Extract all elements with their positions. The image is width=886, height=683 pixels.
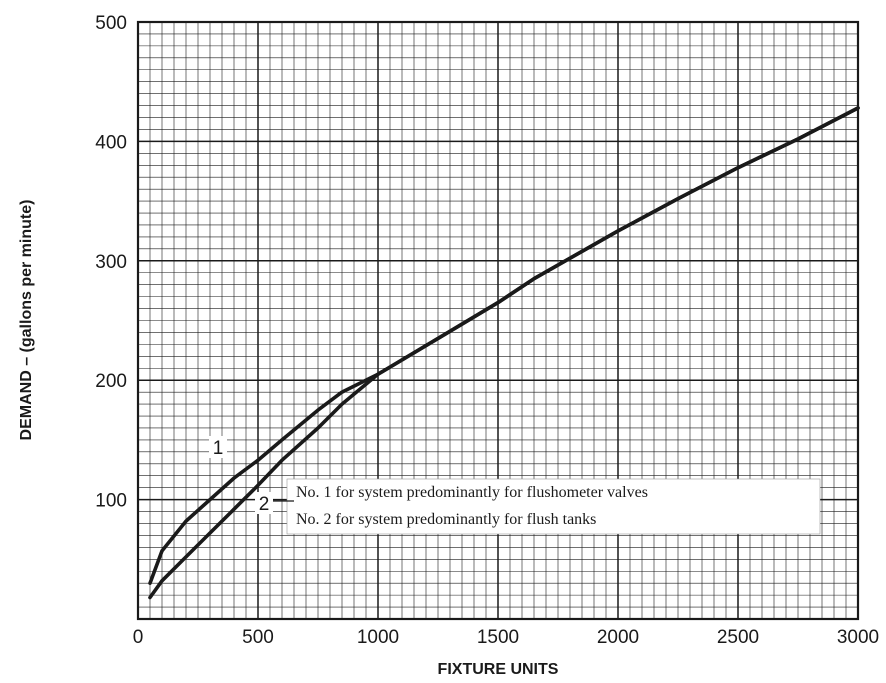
- y-tick-label: 500: [95, 13, 127, 34]
- curve-label-2: 2: [259, 494, 270, 515]
- series-line-2: [148, 106, 860, 600]
- curve-label-1-background: [209, 436, 227, 458]
- series-lines: [148, 106, 860, 600]
- legend: No. 1 for system predominantly for flush…: [272, 478, 821, 535]
- y-tick-label: 200: [95, 371, 127, 392]
- legend-box: [286, 478, 821, 535]
- x-tick-label: 2000: [597, 627, 639, 648]
- x-axis-title: FIXTURE UNITS: [438, 661, 559, 678]
- x-tick-labels: 0 500 1000 1500 2000 2500 3000: [133, 627, 879, 648]
- curve-label-1: 1: [213, 438, 224, 459]
- x-tick-label: 1000: [357, 627, 399, 648]
- x-tick-label: 500: [242, 627, 274, 648]
- y-tick-label: 300: [95, 252, 127, 273]
- y-tick-label: 400: [95, 132, 127, 153]
- y-axis-title: DEMAND – (gallons per minute): [18, 200, 35, 441]
- legend-entry-1: No. 1 for system predominantly for flush…: [296, 484, 648, 501]
- x-tick-label: 1500: [477, 627, 519, 648]
- legend-entry-2: No. 2 for system predominantly for flush…: [296, 511, 596, 528]
- x-tick-label: 0: [133, 627, 144, 648]
- y-tick-label: 100: [95, 491, 127, 512]
- x-tick-label: 2500: [717, 627, 759, 648]
- plot-frame: [136, 20, 860, 621]
- curve-labels: 1 2: [209, 436, 273, 515]
- y-tick-labels: 100 200 300 400 500: [95, 13, 127, 512]
- x-tick-label: 3000: [837, 627, 879, 648]
- curve-label-2-background: [255, 492, 273, 514]
